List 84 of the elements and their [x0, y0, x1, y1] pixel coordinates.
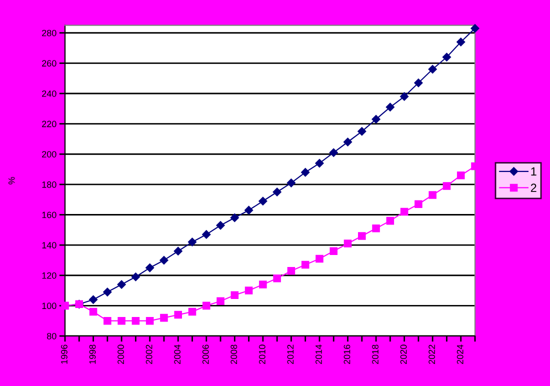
- x-tick-label: 2018: [372, 344, 378, 364]
- point: [202, 302, 210, 310]
- point: [272, 188, 282, 196]
- point: [442, 52, 451, 62]
- point: [316, 254, 324, 263]
- legend-label: 1: [531, 167, 536, 176]
- point: [174, 310, 182, 319]
- point: [358, 232, 366, 240]
- x-tick-label: 2024: [456, 344, 464, 364]
- point: [358, 127, 366, 136]
- point: [244, 286, 253, 294]
- point: [202, 230, 211, 239]
- point: [188, 238, 196, 246]
- point: [470, 24, 480, 33]
- point: [372, 115, 380, 124]
- point: [286, 178, 296, 188]
- point: [103, 288, 112, 296]
- y-tick-label: 220: [42, 120, 56, 128]
- point: [330, 247, 338, 256]
- point: [372, 224, 380, 232]
- y-tick-label: 180: [42, 181, 56, 188]
- point: [287, 266, 296, 275]
- point: [216, 297, 224, 306]
- point: [329, 148, 338, 157]
- y-tick-label: 120: [42, 272, 56, 279]
- point: [117, 280, 126, 289]
- point: [344, 240, 352, 248]
- y-tick-label: 260: [42, 60, 56, 67]
- point: [216, 221, 225, 230]
- x-tick-label: 2002: [146, 344, 152, 364]
- point: [442, 182, 451, 190]
- point: [89, 295, 98, 304]
- y-tick-label: 240: [42, 90, 56, 97]
- point: [188, 308, 196, 316]
- x-tick-label: 2000: [118, 344, 124, 364]
- point: [456, 171, 465, 180]
- y-tick-label: 80: [47, 332, 56, 340]
- x-tick-label: 2006: [202, 344, 209, 364]
- point: [89, 308, 98, 316]
- x-tick-label: 1996: [61, 344, 68, 364]
- point: [160, 256, 168, 264]
- point: [400, 208, 408, 216]
- x-tick-label: 1998: [89, 344, 96, 364]
- point: [244, 206, 254, 214]
- x-tick-label: 2022: [428, 344, 436, 364]
- point: [414, 78, 423, 88]
- point: [160, 314, 168, 322]
- y-tick-label: 280: [42, 30, 56, 36]
- point: [428, 191, 436, 199]
- y-tick-label: 140: [42, 242, 56, 248]
- point: [131, 272, 140, 282]
- x-tick-label: 2010: [258, 344, 266, 364]
- point: [118, 316, 126, 325]
- point: [414, 200, 422, 208]
- point: [146, 316, 154, 325]
- point: [258, 196, 268, 206]
- point: [174, 246, 182, 256]
- x-tick-label: 2014: [316, 344, 322, 364]
- x-tick-label: 2016: [344, 344, 350, 364]
- point: [315, 158, 324, 168]
- point: [132, 316, 140, 325]
- point: [230, 214, 239, 222]
- point: [301, 260, 310, 269]
- legend-label: 2: [530, 184, 536, 192]
- point: [456, 38, 466, 46]
- point: [146, 264, 154, 272]
- point: [273, 274, 281, 282]
- point: [428, 65, 437, 74]
- point: [400, 92, 409, 101]
- point: [344, 138, 352, 146]
- point: [230, 291, 239, 299]
- point: [301, 168, 310, 177]
- y-tick-label: 100: [42, 302, 56, 310]
- y-tick-label: 200: [42, 151, 56, 158]
- x-tick-label: 2004: [174, 344, 181, 364]
- point: [104, 316, 112, 325]
- x-tick-label: 2012: [287, 344, 294, 364]
- x-tick-label: 2008: [230, 344, 238, 364]
- point: [259, 280, 267, 288]
- y-axis-title: %: [8, 176, 15, 184]
- point: [386, 216, 394, 225]
- y-tick-label: 160: [42, 212, 56, 218]
- x-tick-label: 2020: [400, 344, 407, 364]
- point: [386, 102, 394, 112]
